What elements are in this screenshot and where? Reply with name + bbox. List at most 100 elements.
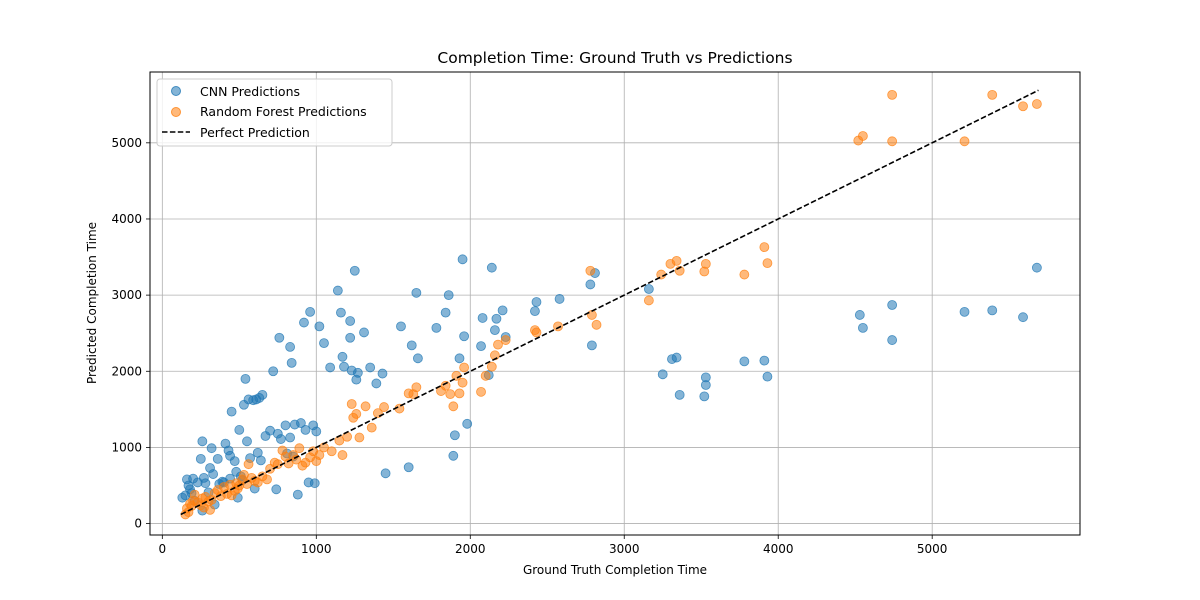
- legend-marker-rf: [171, 107, 181, 117]
- plot-frame: [149, 71, 1081, 536]
- x-tick-label: 5000: [917, 542, 948, 556]
- cnn-point: [491, 313, 502, 324]
- rf-point: [454, 388, 465, 399]
- rf-point: [643, 295, 654, 306]
- cnn-point: [413, 353, 423, 364]
- y-tick-label: 0: [134, 517, 142, 531]
- cnn-point: [858, 322, 868, 333]
- cnn-point: [657, 369, 668, 380]
- cnn-point: [292, 489, 303, 500]
- rf-point: [337, 450, 348, 460]
- rf-point: [1018, 101, 1028, 112]
- x-axis-ticks: 0 1000 2000 3000 4000 5000: [158, 535, 947, 556]
- cnn-point: [959, 306, 970, 317]
- cnn-point: [497, 305, 508, 316]
- rf-point: [440, 380, 451, 391]
- rf-point: [591, 319, 602, 330]
- x-tick-label: 3000: [609, 542, 640, 556]
- rf-point: [326, 446, 337, 457]
- rf-point: [476, 386, 486, 397]
- rf-point: [448, 401, 459, 412]
- cnn-point: [345, 316, 356, 326]
- cnn-point: [234, 425, 245, 435]
- rf-point: [354, 432, 365, 443]
- cnn-point: [403, 462, 414, 473]
- rf-point: [457, 377, 468, 388]
- y-tick-label: 5000: [111, 136, 142, 150]
- y-axis-label: Predicted Completion Time: [85, 222, 99, 384]
- cnn-point: [275, 434, 286, 444]
- cnn-point: [700, 372, 711, 383]
- cnn-point: [295, 418, 306, 428]
- cnn-point: [554, 294, 565, 304]
- rf-point: [500, 335, 511, 345]
- cnn-point: [212, 453, 223, 464]
- cnn-point: [242, 436, 252, 447]
- rf-point: [294, 443, 305, 454]
- cnn-point: [449, 430, 460, 441]
- rf-point: [700, 258, 711, 269]
- cnn-point: [345, 332, 356, 343]
- x-tick-label: 1000: [301, 542, 332, 556]
- cnn-point: [285, 342, 296, 352]
- rf-point: [445, 389, 456, 400]
- cnn-point: [530, 306, 540, 317]
- cnn-point: [200, 478, 211, 489]
- x-tick-label: 4000: [763, 542, 794, 556]
- rf-point: [887, 89, 898, 100]
- y-tick-label: 1000: [111, 440, 142, 454]
- rf-point: [858, 131, 868, 141]
- chart-title: Completion Time: Ground Truth vs Predict…: [437, 49, 792, 67]
- cnn-point: [332, 285, 343, 296]
- y-axis-ticks: 0 1000 2000 3000 4000 5000: [111, 136, 150, 531]
- rf-point: [987, 89, 998, 100]
- legend-label-cnn: CNN Predictions: [200, 84, 300, 99]
- cnn-point: [309, 478, 320, 489]
- cnn-point: [352, 367, 363, 378]
- cnn-point: [257, 389, 268, 400]
- perfect-prediction-group: [180, 89, 1039, 516]
- cnn-point: [406, 340, 417, 351]
- cnn-point: [300, 425, 311, 435]
- cnn-point: [359, 327, 369, 338]
- cnn-point: [887, 300, 898, 310]
- y-tick-label: 3000: [111, 288, 142, 302]
- cnn-point: [643, 284, 654, 294]
- perfect-prediction-line: [180, 89, 1039, 516]
- cnn-point: [459, 331, 470, 342]
- rf-point: [762, 258, 773, 269]
- cnn-point: [240, 373, 251, 384]
- legend-label-rf: Random Forest Predictions: [200, 104, 367, 119]
- rf-point: [493, 339, 503, 350]
- cnn-point: [195, 453, 206, 464]
- cnn-point: [255, 455, 266, 466]
- rf-point: [459, 362, 470, 373]
- cnn-point: [739, 356, 750, 367]
- rf-point: [531, 327, 542, 338]
- cnn-point: [349, 265, 360, 276]
- cnn-point: [454, 353, 465, 364]
- x-tick-label: 2000: [455, 542, 486, 556]
- rf-point: [887, 136, 898, 147]
- cnn-point: [285, 432, 296, 443]
- rf-point: [486, 361, 497, 372]
- cnn-point: [380, 468, 391, 479]
- cnn-point: [987, 305, 998, 316]
- cnn-point: [457, 254, 468, 265]
- cnn-point: [759, 355, 770, 366]
- cnn-point: [1031, 262, 1042, 273]
- cnn-point: [887, 335, 898, 345]
- cnn-point: [274, 332, 285, 343]
- rf-point: [205, 504, 215, 515]
- cnn-point: [671, 352, 682, 363]
- rf-point: [243, 459, 254, 470]
- cnn-point: [486, 262, 497, 273]
- cnn-point: [208, 469, 219, 479]
- legend-box: [156, 78, 393, 147]
- legend-label-perfect: Perfect Prediction: [200, 125, 310, 140]
- cnn-point: [396, 321, 406, 332]
- rf-point: [351, 409, 362, 419]
- cnn-point: [377, 368, 388, 379]
- cnn-points: [177, 254, 1042, 516]
